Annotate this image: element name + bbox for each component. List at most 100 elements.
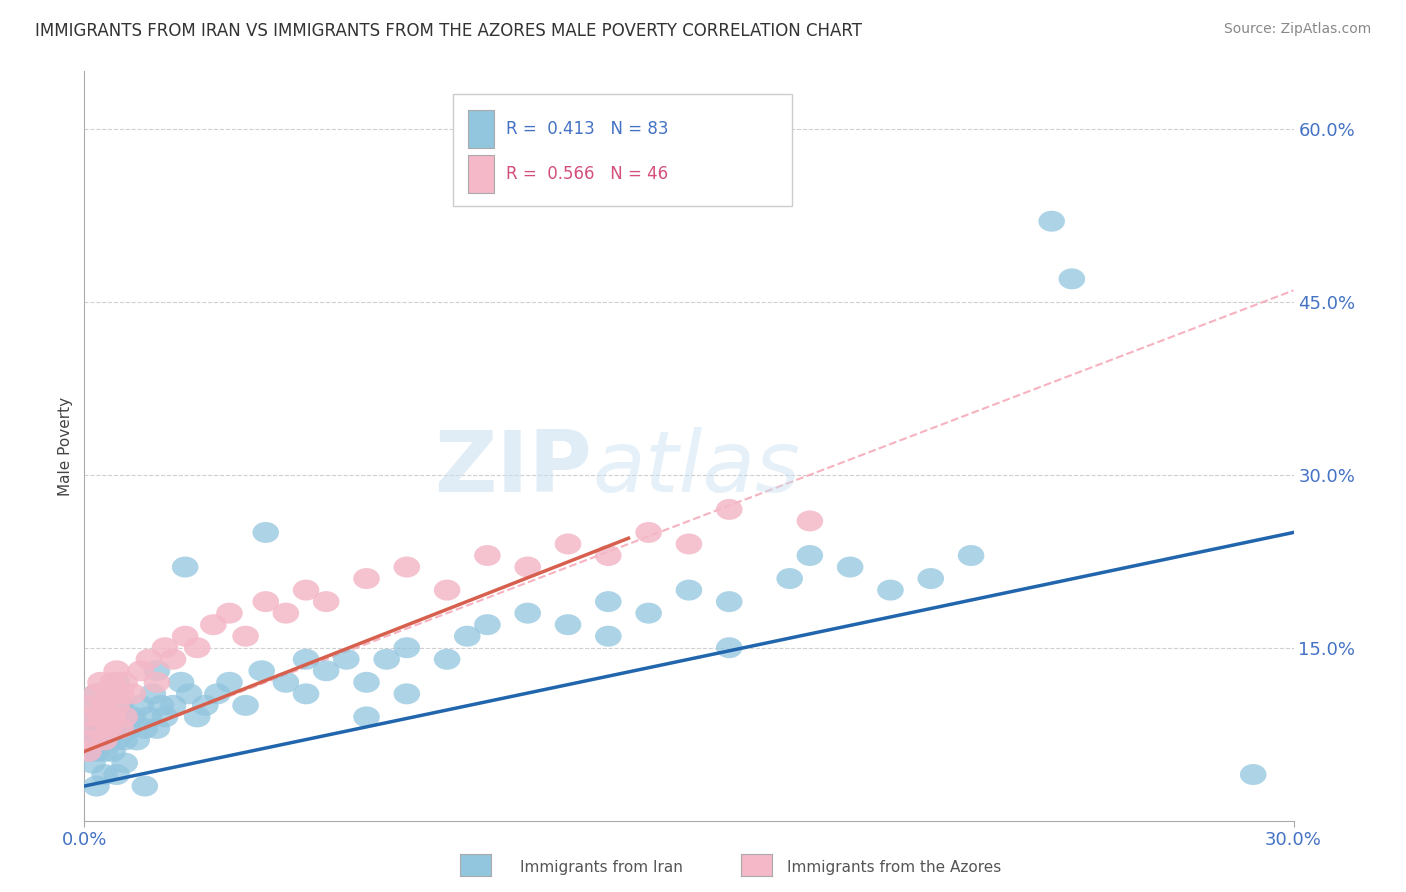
Ellipse shape xyxy=(918,568,943,589)
Ellipse shape xyxy=(107,683,134,705)
Ellipse shape xyxy=(292,580,319,600)
Ellipse shape xyxy=(111,706,138,727)
Ellipse shape xyxy=(273,603,299,624)
Ellipse shape xyxy=(103,730,129,750)
Ellipse shape xyxy=(676,533,702,555)
Text: ZIP: ZIP xyxy=(434,427,592,510)
Ellipse shape xyxy=(249,660,276,681)
Ellipse shape xyxy=(292,648,319,670)
Ellipse shape xyxy=(1240,764,1267,785)
Ellipse shape xyxy=(120,683,146,705)
Ellipse shape xyxy=(83,683,110,705)
Ellipse shape xyxy=(96,683,122,705)
Ellipse shape xyxy=(111,753,138,773)
Ellipse shape xyxy=(152,706,179,727)
Ellipse shape xyxy=(83,718,110,739)
Ellipse shape xyxy=(797,545,823,566)
Text: IMMIGRANTS FROM IRAN VS IMMIGRANTS FROM THE AZORES MALE POVERTY CORRELATION CHAR: IMMIGRANTS FROM IRAN VS IMMIGRANTS FROM … xyxy=(35,22,862,40)
Ellipse shape xyxy=(100,683,127,705)
Text: Immigrants from the Azores: Immigrants from the Azores xyxy=(787,860,1001,874)
Ellipse shape xyxy=(595,625,621,647)
Ellipse shape xyxy=(474,615,501,635)
Ellipse shape xyxy=(87,706,114,727)
Ellipse shape xyxy=(79,706,105,727)
Ellipse shape xyxy=(111,730,138,750)
Ellipse shape xyxy=(434,648,460,670)
Ellipse shape xyxy=(111,672,138,693)
Ellipse shape xyxy=(152,637,179,658)
Ellipse shape xyxy=(100,741,127,762)
Ellipse shape xyxy=(139,683,166,705)
Ellipse shape xyxy=(232,625,259,647)
Ellipse shape xyxy=(394,557,420,577)
Ellipse shape xyxy=(515,557,541,577)
Ellipse shape xyxy=(100,706,127,727)
Ellipse shape xyxy=(100,718,127,739)
Ellipse shape xyxy=(217,603,243,624)
Text: R =  0.566   N = 46: R = 0.566 N = 46 xyxy=(506,165,668,183)
Ellipse shape xyxy=(103,706,129,727)
Ellipse shape xyxy=(107,718,134,739)
Ellipse shape xyxy=(172,557,198,577)
Ellipse shape xyxy=(193,695,218,716)
Ellipse shape xyxy=(160,695,187,716)
Ellipse shape xyxy=(103,660,129,681)
Ellipse shape xyxy=(253,522,278,543)
Ellipse shape xyxy=(595,591,621,612)
Ellipse shape xyxy=(176,683,202,705)
Ellipse shape xyxy=(595,545,621,566)
Ellipse shape xyxy=(107,695,134,716)
Ellipse shape xyxy=(353,706,380,727)
Ellipse shape xyxy=(75,741,101,762)
Ellipse shape xyxy=(107,718,134,739)
Ellipse shape xyxy=(96,718,122,739)
Y-axis label: Male Poverty: Male Poverty xyxy=(58,396,73,496)
Ellipse shape xyxy=(716,499,742,520)
Ellipse shape xyxy=(200,615,226,635)
Ellipse shape xyxy=(75,718,101,739)
Ellipse shape xyxy=(184,637,211,658)
Ellipse shape xyxy=(1059,268,1085,289)
Ellipse shape xyxy=(877,580,904,600)
Ellipse shape xyxy=(454,625,481,647)
Ellipse shape xyxy=(167,672,194,693)
Text: R =  0.413   N = 83: R = 0.413 N = 83 xyxy=(506,120,669,138)
Ellipse shape xyxy=(217,672,243,693)
Ellipse shape xyxy=(111,706,138,727)
Ellipse shape xyxy=(120,706,146,727)
Ellipse shape xyxy=(128,660,155,681)
Ellipse shape xyxy=(96,706,122,727)
Ellipse shape xyxy=(79,730,105,750)
Ellipse shape xyxy=(75,741,101,762)
Ellipse shape xyxy=(434,580,460,600)
Ellipse shape xyxy=(91,730,118,750)
FancyBboxPatch shape xyxy=(468,111,495,148)
Ellipse shape xyxy=(148,695,174,716)
Ellipse shape xyxy=(103,695,129,716)
Ellipse shape xyxy=(135,648,162,670)
Ellipse shape xyxy=(676,580,702,600)
Ellipse shape xyxy=(83,741,110,762)
Ellipse shape xyxy=(83,683,110,705)
Ellipse shape xyxy=(128,695,155,716)
Ellipse shape xyxy=(184,706,211,727)
Ellipse shape xyxy=(75,706,101,727)
Ellipse shape xyxy=(1039,211,1064,232)
Ellipse shape xyxy=(124,730,150,750)
Ellipse shape xyxy=(79,753,105,773)
Ellipse shape xyxy=(776,568,803,589)
Ellipse shape xyxy=(96,730,122,750)
Ellipse shape xyxy=(79,695,105,716)
Ellipse shape xyxy=(797,510,823,532)
Ellipse shape xyxy=(353,672,380,693)
Ellipse shape xyxy=(515,603,541,624)
Ellipse shape xyxy=(91,718,118,739)
Ellipse shape xyxy=(132,718,157,739)
Ellipse shape xyxy=(100,672,127,693)
Text: atlas: atlas xyxy=(592,427,800,510)
Ellipse shape xyxy=(314,591,339,612)
Ellipse shape xyxy=(91,695,118,716)
Ellipse shape xyxy=(103,672,129,693)
Ellipse shape xyxy=(135,706,162,727)
Ellipse shape xyxy=(91,741,118,762)
